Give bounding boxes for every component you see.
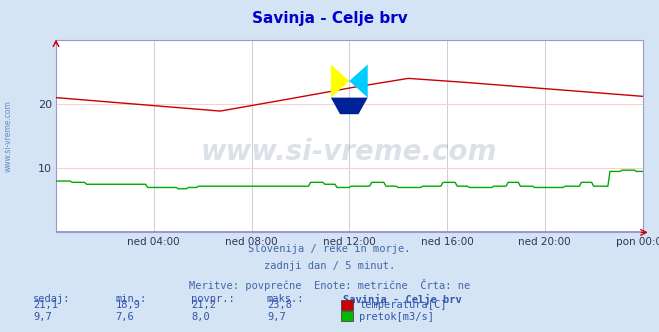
Text: 7,6: 7,6 (115, 312, 134, 322)
Text: Slovenija / reke in morje.: Slovenija / reke in morje. (248, 244, 411, 254)
Text: temperatura[C]: temperatura[C] (359, 300, 447, 310)
Text: 8,0: 8,0 (191, 312, 210, 322)
Text: 21,1: 21,1 (33, 300, 58, 310)
Text: povpr.:: povpr.: (191, 294, 235, 304)
Text: pretok[m3/s]: pretok[m3/s] (359, 312, 434, 322)
Text: sedaj:: sedaj: (33, 294, 71, 304)
Text: 9,7: 9,7 (267, 312, 285, 322)
Text: maks.:: maks.: (267, 294, 304, 304)
Text: 23,8: 23,8 (267, 300, 292, 310)
Text: zadnji dan / 5 minut.: zadnji dan / 5 minut. (264, 261, 395, 271)
Text: Meritve: povprečne  Enote: metrične  Črta: ne: Meritve: povprečne Enote: metrične Črta:… (189, 279, 470, 290)
Text: Savinja - Celje brv: Savinja - Celje brv (252, 11, 407, 26)
Text: 18,9: 18,9 (115, 300, 140, 310)
Text: www.si-vreme.com: www.si-vreme.com (3, 100, 13, 172)
Text: min.:: min.: (115, 294, 146, 304)
Text: 21,2: 21,2 (191, 300, 216, 310)
Text: 9,7: 9,7 (33, 312, 51, 322)
Text: www.si-vreme.com: www.si-vreme.com (201, 137, 498, 166)
Text: Savinja - Celje brv: Savinja - Celje brv (343, 294, 461, 305)
